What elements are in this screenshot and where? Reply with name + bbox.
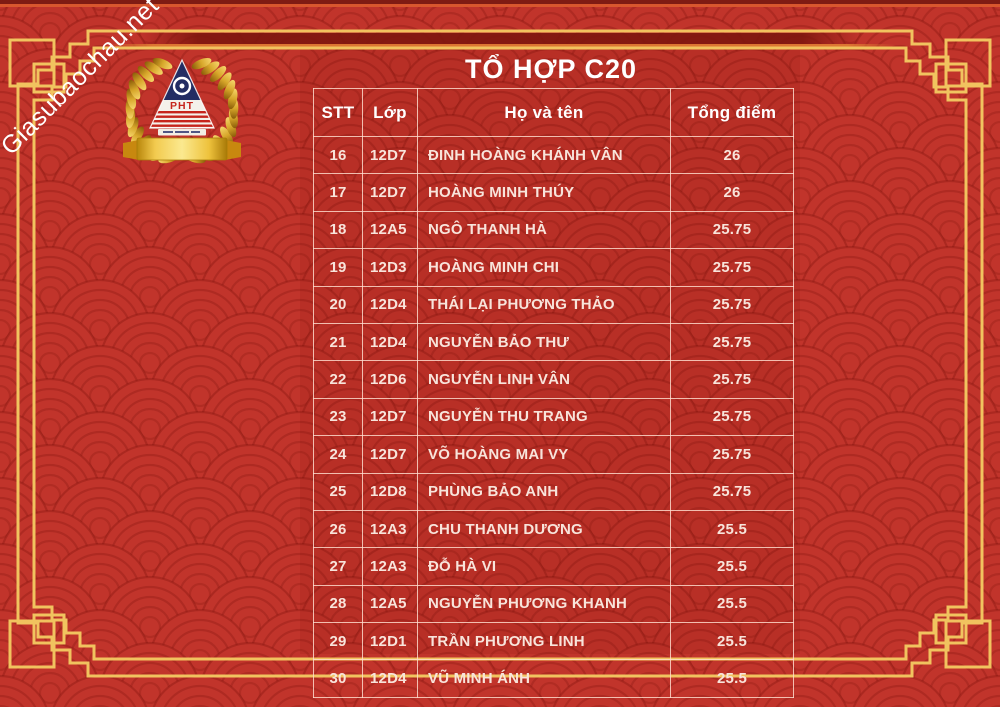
cell-name: THÁI LẠI PHƯƠNG THẢO <box>417 285 671 324</box>
cell-class: 12D1 <box>362 622 418 661</box>
table-row: 20 12D4 THÁI LẠI PHƯƠNG THẢO 25.75 <box>313 285 794 324</box>
cell-score: 26 <box>670 173 794 212</box>
cell-score: 25.75 <box>670 360 794 399</box>
cell-score: 25.5 <box>670 622 794 661</box>
cell-score: 25.75 <box>670 472 794 511</box>
cell-stt: 25 <box>313 472 363 511</box>
cell-class: 12A5 <box>362 584 418 624</box>
table-row: 18 12A5 NGÔ THANH HÀ 25.75 <box>313 210 794 250</box>
cell-class: 12A3 <box>362 547 418 586</box>
table-row: 24 12D7 VÕ HOÀNG MAI VY 25.75 <box>313 435 794 474</box>
cell-class: 12D4 <box>362 322 418 362</box>
cell-name: HOÀNG MINH CHI <box>417 248 671 287</box>
cell-stt: 23 <box>313 397 363 437</box>
top-edge-strip-orange <box>0 4 1000 7</box>
cell-stt: 16 <box>313 135 363 175</box>
header-score: Tổng điểm <box>670 88 794 137</box>
cell-score: 25.75 <box>670 285 794 324</box>
cell-stt: 18 <box>313 210 363 250</box>
cell-class: 12D4 <box>362 285 418 324</box>
cell-score: 25.5 <box>670 509 794 549</box>
cell-stt: 27 <box>313 547 363 586</box>
cell-name: NGUYỄN THU TRANG <box>417 397 671 437</box>
table-row: 26 12A3 CHU THANH DƯƠNG 25.5 <box>313 509 794 549</box>
cell-score: 25.75 <box>670 397 794 437</box>
cell-class: 12D7 <box>362 397 418 437</box>
cell-class: 12D4 <box>362 659 418 698</box>
cell-score: 25.5 <box>670 584 794 624</box>
cell-name: NGÔ THANH HÀ <box>417 210 671 250</box>
table-row: 27 12A3 ĐỖ HÀ VI 25.5 <box>313 547 794 586</box>
triangle-emblem-icon: PHT <box>149 58 215 136</box>
top-orange-rule <box>105 44 895 47</box>
cell-stt: 20 <box>313 285 363 324</box>
table-row: 16 12D7 ĐINH HOÀNG KHÁNH VÂN 26 <box>313 135 794 175</box>
table-row: 29 12D1 TRẦN PHƯƠNG LINH 25.5 <box>313 622 794 661</box>
table-row: 30 12D4 VŨ MINH ÁNH 25.5 <box>313 659 794 698</box>
school-logo: PHT <box>123 57 241 164</box>
table-row: 25 12D8 PHÙNG BẢO ANH 25.75 <box>313 472 794 511</box>
cell-score: 25.5 <box>670 659 794 698</box>
top-maroon-band <box>140 33 860 45</box>
scores-table: STT Lớp Họ và tên Tổng điểm 16 12D7 ĐINH H… <box>313 88 794 698</box>
header-lop: Lớp <box>362 88 418 137</box>
cell-name: CHU THANH DƯƠNG <box>417 509 671 549</box>
cell-class: 12D8 <box>362 472 418 511</box>
table-row: 28 12A5 NGUYỄN PHƯƠNG KHANH 25.5 <box>313 584 794 624</box>
cell-score: 25.75 <box>670 210 794 250</box>
cell-name: HOÀNG MINH THÚY <box>417 173 671 212</box>
cell-class: 12D7 <box>362 173 418 212</box>
cell-score: 25.75 <box>670 435 794 474</box>
cell-name: ĐỖ HÀ VI <box>417 547 671 586</box>
cell-class: 12D7 <box>362 135 418 175</box>
cell-stt: 22 <box>313 360 363 399</box>
cell-class: 12D6 <box>362 360 418 399</box>
cell-name: VŨ MINH ÁNH <box>417 659 671 698</box>
cell-score: 26 <box>670 135 794 175</box>
table-row: 17 12D7 HOÀNG MINH THÚY 26 <box>313 173 794 212</box>
cell-stt: 29 <box>313 622 363 661</box>
cell-name: ĐINH HOÀNG KHÁNH VÂN <box>417 135 671 175</box>
header-name: Họ và tên <box>417 88 671 137</box>
cell-class: 12A3 <box>362 509 418 549</box>
cell-name: NGUYỄN LINH VÂN <box>417 360 671 399</box>
cell-score: 25.5 <box>670 547 794 586</box>
cell-class: 12D7 <box>362 435 418 474</box>
table-row: 22 12D6 NGUYỄN LINH VÂN 25.75 <box>313 360 794 399</box>
cell-stt: 19 <box>313 248 363 287</box>
cell-name: TRẦN PHƯƠNG LINH <box>417 622 671 661</box>
cell-stt: 17 <box>313 173 363 212</box>
cell-score: 25.75 <box>670 322 794 362</box>
header-stt: STT <box>313 88 363 137</box>
table-header-row: STT Lớp Họ và tên Tổng điểm <box>313 88 794 137</box>
table-row: 23 12D7 NGUYỄN THU TRANG 25.75 <box>313 397 794 437</box>
cell-stt: 28 <box>313 584 363 624</box>
cell-name: NGUYỄN PHƯƠNG KHANH <box>417 584 671 624</box>
ribbon-banner-icon <box>123 137 241 161</box>
top-edge-strip-dark <box>0 0 1000 4</box>
page-title: TỔ HỢP C20 <box>464 54 638 84</box>
cell-class: 12A5 <box>362 210 418 250</box>
cell-class: 12D3 <box>362 248 418 287</box>
cell-name: VÕ HOÀNG MAI VY <box>417 435 671 474</box>
emblem-text: PHT <box>170 100 194 112</box>
cell-stt: 21 <box>313 322 363 362</box>
cell-name: PHÙNG BẢO ANH <box>417 472 671 511</box>
cell-stt: 30 <box>313 659 363 698</box>
cell-stt: 24 <box>313 435 363 474</box>
cell-stt: 26 <box>313 509 363 549</box>
table-row: 21 12D4 NGUYỄN BẢO THƯ 25.75 <box>313 322 794 362</box>
table-row: 19 12D3 HOÀNG MINH CHI 25.75 <box>313 248 794 287</box>
cell-score: 25.75 <box>670 248 794 287</box>
cell-name: NGUYỄN BẢO THƯ <box>417 322 671 362</box>
